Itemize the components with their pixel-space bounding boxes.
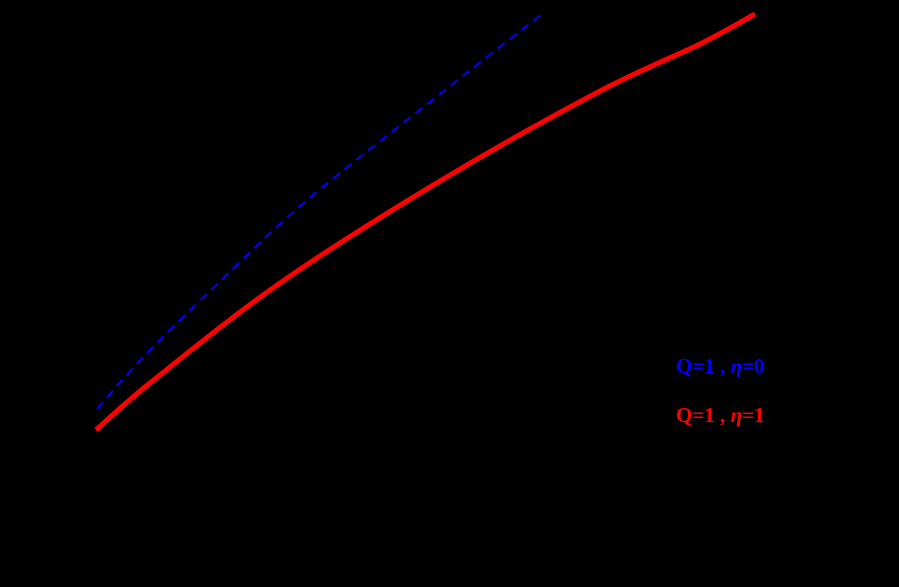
- legend-label-eta-value: =1: [742, 403, 765, 427]
- legend-label-eta-value: =0: [742, 354, 765, 378]
- legend-label-q: Q=1 ,: [676, 403, 731, 427]
- legend-eta-symbol: η: [730, 354, 743, 378]
- legend-label-q: Q=1 ,: [676, 354, 731, 378]
- series-line-q1-eta0: [96, 13, 543, 410]
- series-line-q1-eta1: [94, 11, 757, 432]
- legend-item-q1-eta1: Q=1 , η=1: [676, 403, 765, 428]
- legend-eta-symbol: η: [730, 403, 743, 427]
- legend-item-q1-eta0: Q=1 , η=0: [676, 354, 765, 379]
